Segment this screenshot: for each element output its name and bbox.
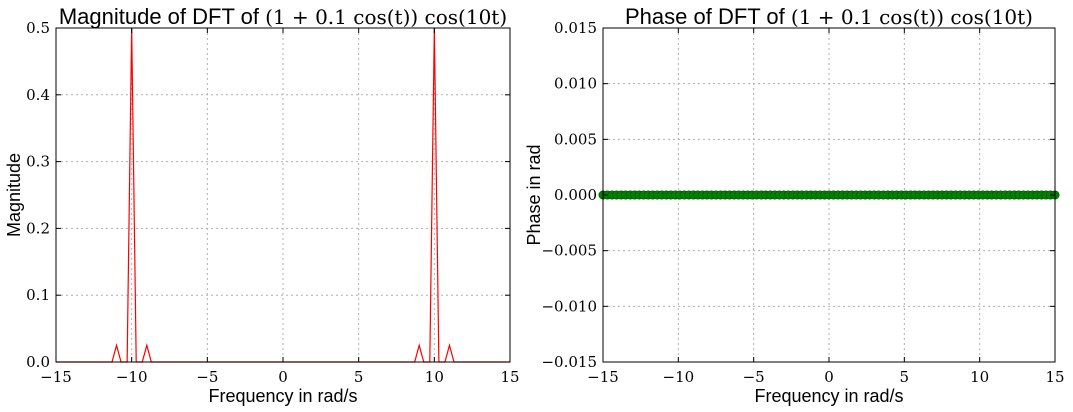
y-tick-label: −0.015 xyxy=(541,353,597,371)
x-tick-label: −15 xyxy=(587,368,619,386)
x-tick-label: 5 xyxy=(900,368,910,386)
magnitude-chart-title: Magnitude of DFT of (1 + 0.1 cos(t)) cos… xyxy=(59,4,507,29)
x-tick-label: −10 xyxy=(663,368,695,386)
x-tick-label: −5 xyxy=(743,368,765,386)
x-tick-label: 10 xyxy=(970,368,989,386)
y-tick-label: −0.005 xyxy=(541,242,597,260)
phase-series xyxy=(598,190,1060,200)
x-tick-label: 15 xyxy=(500,368,519,386)
x-tick-label: −5 xyxy=(196,368,218,386)
magnitude-y-ticks: 0.0 0.1 0.2 0.3 0.4 0.5 xyxy=(26,19,510,371)
magnitude-x-axis-label: Frequency in rad/s xyxy=(208,386,357,406)
x-tick-label: 0 xyxy=(824,368,834,386)
phase-chart-title: Phase of DFT of (1 + 0.1 cos(t)) cos(10t… xyxy=(625,4,1033,29)
phase-x-ticks: −15 −10 −5 0 5 10 15 xyxy=(587,28,1065,386)
x-tick-label: 10 xyxy=(425,368,444,386)
magnitude-y-axis-label: Magnitude xyxy=(4,153,24,237)
phase-panel: Phase of DFT of (1 + 0.1 cos(t)) cos(10t… xyxy=(524,4,1065,406)
magnitude-panel: Magnitude of DFT of (1 + 0.1 cos(t)) cos… xyxy=(4,4,520,406)
y-tick-label: 0.000 xyxy=(554,186,597,204)
magnitude-x-ticks: −15 −10 −5 0 5 10 15 xyxy=(40,28,520,386)
y-tick-label: −0.010 xyxy=(541,297,597,315)
y-tick-label: 0.005 xyxy=(554,130,597,148)
y-tick-label: 0.0 xyxy=(26,353,50,371)
y-tick-label: 0.015 xyxy=(554,19,597,37)
y-tick-label: 0.5 xyxy=(26,19,50,37)
phase-y-axis-label: Phase in rad xyxy=(524,144,544,245)
x-tick-label: −10 xyxy=(116,368,148,386)
y-tick-label: 0.3 xyxy=(26,153,50,171)
magnitude-grid xyxy=(56,28,510,362)
x-tick-label: 0 xyxy=(278,368,288,386)
x-tick-label: 15 xyxy=(1045,368,1064,386)
phase-x-axis-label: Frequency in rad/s xyxy=(754,386,903,406)
x-tick-label: 5 xyxy=(354,368,364,386)
y-tick-label: 0.010 xyxy=(554,75,597,93)
y-tick-label: 0.2 xyxy=(26,219,50,237)
x-tick-label: −15 xyxy=(40,368,72,386)
y-tick-label: 0.4 xyxy=(26,86,50,104)
phase-y-ticks: −0.015 −0.010 −0.005 0.000 0.005 0.010 0.015 xyxy=(541,19,1055,371)
y-tick-label: 0.1 xyxy=(26,286,50,304)
